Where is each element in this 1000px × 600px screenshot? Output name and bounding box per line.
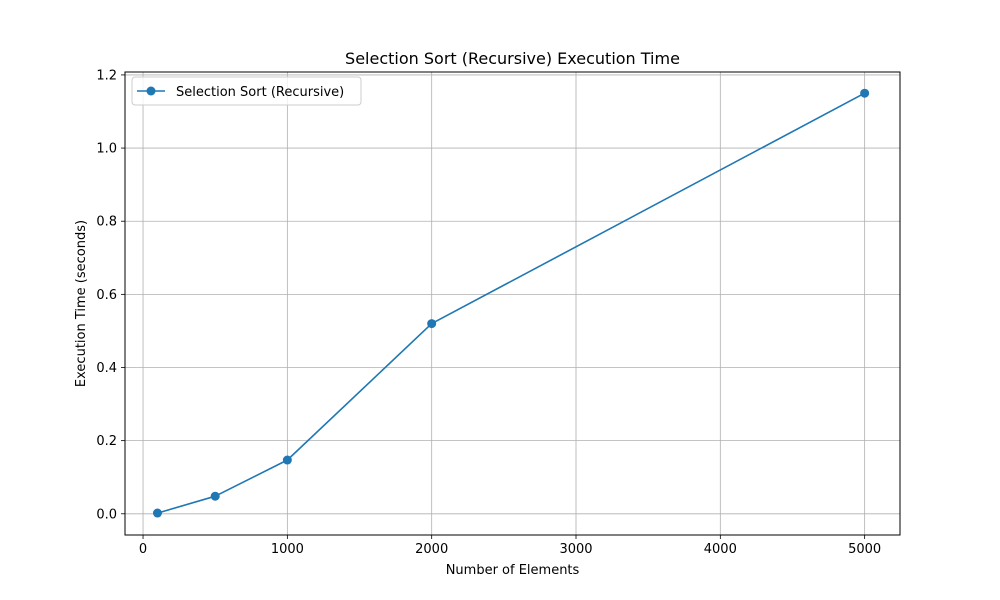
data-point: [860, 88, 870, 98]
y-axis-label: Execution Time (seconds): [74, 220, 89, 387]
x-tick-label: 4000: [704, 542, 737, 557]
y-tick-label: 0.2: [96, 434, 117, 449]
data-point: [427, 319, 437, 329]
y-tick-label: 0.4: [96, 361, 117, 376]
axis-ticks: 0 1000 2000 3000 4000 5000 0.0 0.2 0.4 0.6 0.8 1.0 1…: [96, 68, 881, 557]
y-tick-label: 1.2: [96, 68, 117, 83]
x-axis-label: Number of Elements: [446, 563, 580, 578]
data-point: [152, 508, 162, 518]
y-tick-label: 0.8: [96, 215, 117, 230]
x-tick-label: 0: [139, 542, 147, 557]
series-layer: [152, 88, 870, 518]
y-tick-label: 1.0: [96, 142, 117, 157]
data-point: [210, 491, 220, 501]
x-tick-label: 1000: [271, 542, 304, 557]
y-tick-label: 0.6: [96, 288, 117, 303]
x-tick-label: 5000: [848, 542, 881, 557]
x-tick-label: 2000: [415, 542, 448, 557]
legend-marker-swatch: [146, 86, 156, 96]
legend: Selection Sort (Recursive): [131, 76, 362, 106]
plot-area-frame: [124, 71, 901, 536]
y-tick-label: 0.0: [96, 507, 117, 522]
grid: [125, 72, 900, 535]
x-tick-label: 3000: [559, 542, 592, 557]
legend-box: [131, 76, 362, 106]
data-point: [282, 455, 292, 465]
legend-label: Selection Sort (Recursive): [176, 85, 344, 100]
chart-title: Selection Sort (Recursive) Execution Tim…: [345, 49, 680, 68]
